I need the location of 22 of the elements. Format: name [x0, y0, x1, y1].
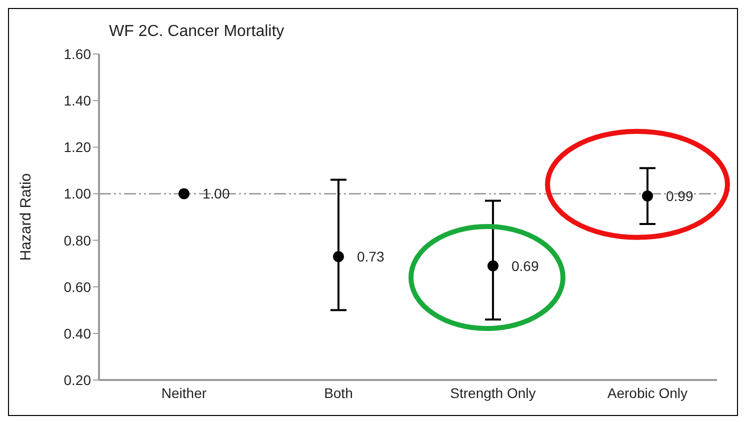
- point: [642, 190, 653, 202]
- y-tick-label: 0.60: [64, 278, 92, 295]
- point: [487, 260, 498, 272]
- y-tick-label: 1.00: [64, 186, 92, 202]
- y-tick-label: 0.20: [64, 372, 92, 388]
- chart-title: WF 2C. Cancer Mortality: [109, 23, 284, 41]
- x-tick-label: Both: [324, 384, 353, 401]
- point: [178, 188, 190, 200]
- y-tick-label: 1.60: [64, 46, 92, 62]
- data-label: 0.73: [356, 248, 384, 265]
- y-tick-label: 1.40: [64, 92, 92, 109]
- data-label: 1.00: [202, 186, 230, 202]
- data-label: 0.69: [511, 258, 539, 274]
- y-tick-label: 0.80: [64, 232, 92, 248]
- x-tick-label: Aerobic Only: [607, 384, 688, 401]
- data-label: 0.99: [666, 188, 694, 204]
- y-tick-label: 0.40: [64, 325, 92, 342]
- x-tick-label: Neither: [161, 384, 207, 401]
- x-tick-label: Strength Only: [450, 384, 536, 401]
- point: [332, 251, 344, 262]
- y-axis-title: Hazard Ratio: [17, 173, 34, 261]
- y-tick-label: 1.20: [64, 139, 92, 156]
